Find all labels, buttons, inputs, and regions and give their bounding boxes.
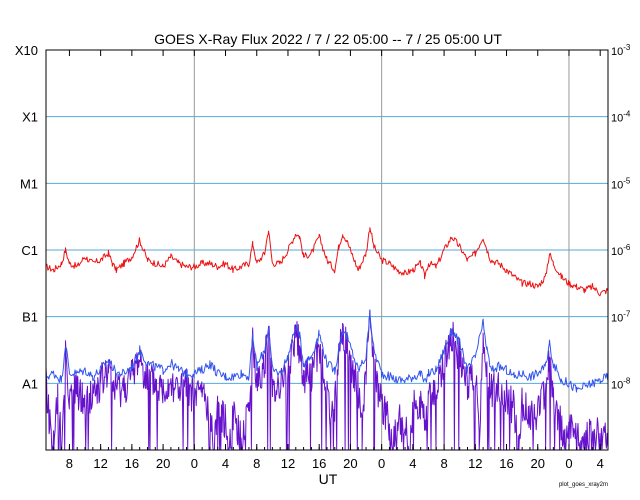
series-line: [45, 309, 609, 451]
y-right-label: 10-7: [611, 310, 631, 325]
y-right-label: 10-3: [611, 43, 631, 58]
axis-layer: A1 10-8 B1 10-7 C1 10-6 M1 10-5 X1 10-4 X10 10-3 8 12…: [15, 43, 631, 471]
x-tick-label: 12: [93, 456, 107, 471]
x-tick-label: 0: [565, 456, 572, 471]
y-class-label: M1: [20, 176, 38, 191]
x-tick-label: 20: [343, 456, 357, 471]
x-axis-title: UT: [319, 471, 338, 487]
y-right-label: 10-8: [611, 376, 631, 391]
x-tick-label: 16: [499, 456, 513, 471]
x-tick-label: 20: [156, 456, 170, 471]
y-right-label: 10-4: [611, 110, 631, 125]
x-tick-label: 4: [409, 456, 416, 471]
series-line: [45, 227, 609, 297]
x-tick-label: 16: [125, 456, 139, 471]
x-tick-label: 8: [253, 456, 260, 471]
series-layer: [45, 227, 609, 451]
y-class-label: X1: [22, 110, 38, 125]
x-tick-label: 8: [440, 456, 447, 471]
y-class-label: X10: [15, 43, 38, 58]
series-line: [45, 309, 609, 393]
x-tick-label: 0: [191, 456, 198, 471]
chart-title: GOES X-Ray Flux 2022 / 7 / 22 05:00 -- 7…: [154, 31, 502, 47]
x-tick-label: 8: [66, 456, 73, 471]
credit-label: plot_goes_xray2m: [559, 482, 608, 488]
y-right-label: 10-6: [611, 243, 631, 258]
x-tick-label: 16: [312, 456, 326, 471]
grid-layer: [46, 50, 608, 450]
x-tick-label: 0: [378, 456, 385, 471]
x-tick-label: 4: [597, 456, 604, 471]
x-tick-label: 20: [531, 456, 545, 471]
y-class-label: B1: [22, 310, 38, 325]
y-class-label: A1: [22, 376, 38, 391]
y-right-label: 10-5: [611, 176, 631, 191]
x-tick-label: 4: [222, 456, 229, 471]
y-class-label: C1: [21, 243, 38, 258]
x-tick-label: 12: [468, 456, 482, 471]
x-tick-label: 12: [281, 456, 295, 471]
